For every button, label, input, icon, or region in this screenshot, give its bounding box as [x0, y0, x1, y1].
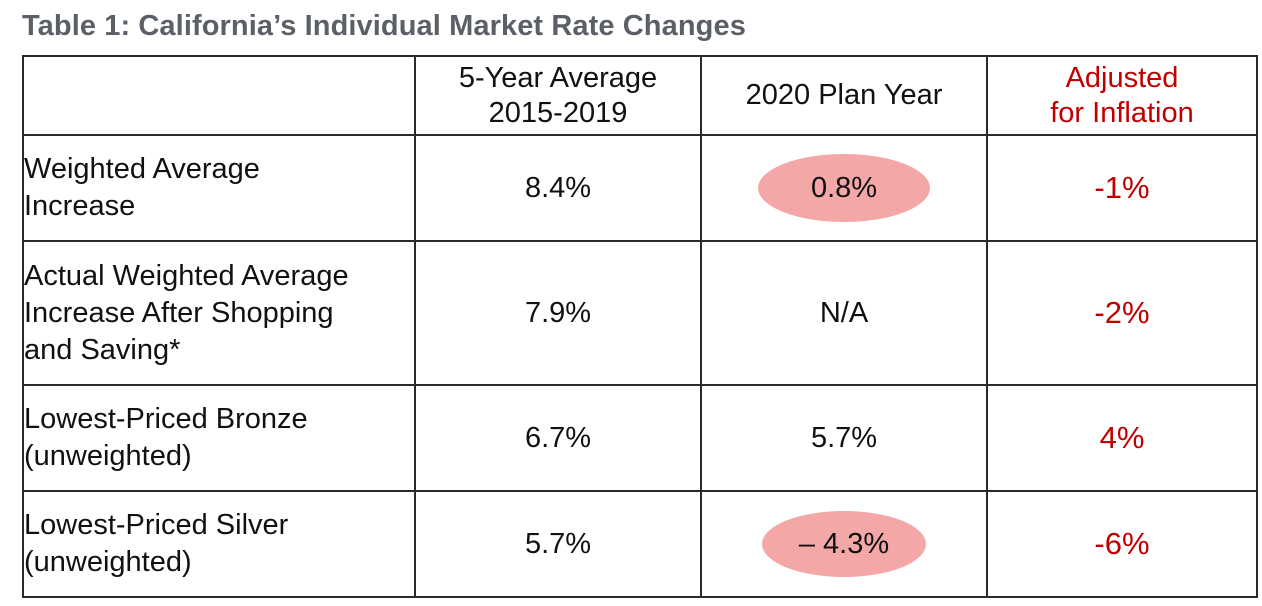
rate-changes-table: 5-Year Average 2015-2019 2020 Plan Year … — [22, 55, 1258, 598]
five-year-value: 6.7% — [414, 384, 702, 492]
plan-year-value: – 4.3% — [798, 527, 890, 560]
plan-year-value-cell: – 4.3% — [700, 490, 988, 598]
highlight-oval — [761, 511, 926, 577]
plan-year-value: N/A — [700, 240, 988, 386]
table-header-row: 5-Year Average 2015-2019 2020 Plan Year … — [22, 55, 1258, 136]
header-blank-cell — [22, 55, 416, 136]
five-year-value: 8.4% — [414, 134, 702, 242]
row-label-line: Actual Weighted Average — [24, 259, 349, 292]
highlight-oval-group: – 4.3% — [761, 511, 926, 577]
table-title: Table 1: California’s Individual Market … — [22, 10, 746, 42]
plan-year-value: 5.7% — [700, 384, 988, 492]
highlight-oval-group: 0.8% — [757, 154, 930, 222]
header-five-year-average: 5-Year Average 2015-2019 — [414, 55, 702, 136]
table-row: Lowest-Priced Silver (unweighted) 5.7% –… — [22, 490, 1258, 598]
header-adjusted-line1: Adjusted — [1065, 61, 1179, 94]
adjusted-value: 4% — [986, 384, 1258, 492]
row-label-line: Lowest-Priced Silver — [24, 509, 289, 541]
row-label-line: (unweighted) — [24, 440, 192, 472]
plan-year-value: 0.8% — [810, 171, 878, 204]
row-label-lowest-bronze: Lowest-Priced Bronze (unweighted) — [22, 384, 416, 492]
row-label-line: Increase After Shopping — [24, 296, 334, 329]
row-label-lowest-silver: Lowest-Priced Silver (unweighted) — [22, 490, 416, 598]
five-year-value: 5.7% — [414, 490, 702, 598]
row-label-line: and Saving* — [24, 333, 181, 366]
header-adjusted-for-inflation: Adjusted for Inflation — [986, 55, 1258, 136]
row-label-line: (unweighted) — [24, 546, 192, 578]
header-adjusted-line2: for Inflation — [1050, 96, 1194, 129]
header-five-year-line1: 5-Year Average — [458, 61, 658, 94]
plan-year-value-cell: 0.8% — [700, 134, 988, 242]
row-label-line: Lowest-Priced Bronze — [24, 403, 308, 435]
table-row: Weighted Average Increase 8.4% 0.8% -1% — [22, 134, 1258, 242]
row-label-line: Increase — [24, 190, 136, 222]
highlight-oval — [757, 154, 930, 222]
table-row: Lowest-Priced Bronze (unweighted) 6.7% 5… — [22, 384, 1258, 492]
table-row: Actual Weighted Average Increase After S… — [22, 240, 1258, 386]
adjusted-value: -1% — [986, 134, 1258, 242]
header-five-year-line2: 2015-2019 — [488, 96, 628, 129]
header-plan-year: 2020 Plan Year — [700, 55, 988, 136]
adjusted-value: -2% — [986, 240, 1258, 386]
row-label-actual-weighted-average: Actual Weighted Average Increase After S… — [22, 240, 416, 386]
row-label-weighted-average: Weighted Average Increase — [22, 134, 416, 242]
five-year-value: 7.9% — [414, 240, 702, 386]
adjusted-value: -6% — [986, 490, 1258, 598]
row-label-line: Weighted Average — [24, 153, 260, 185]
